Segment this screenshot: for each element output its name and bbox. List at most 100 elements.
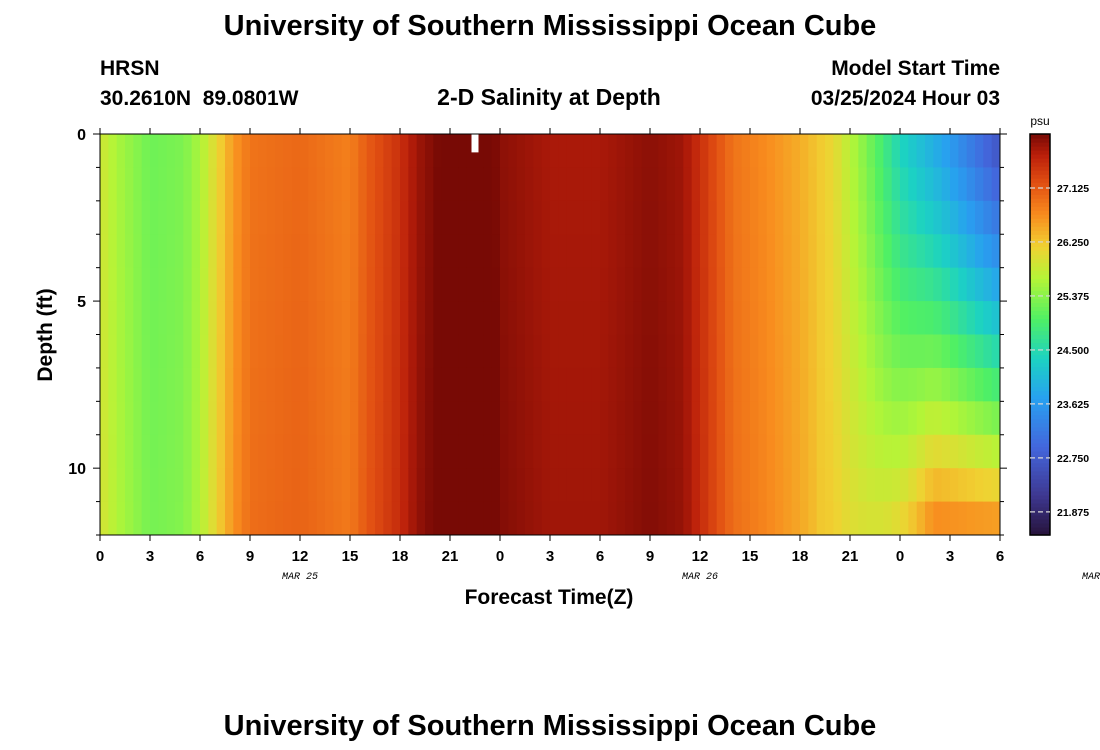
heatmap-cell bbox=[483, 468, 493, 503]
heatmap-cell bbox=[808, 367, 818, 402]
heatmap-cell bbox=[966, 301, 976, 336]
heatmap-cell bbox=[775, 401, 784, 436]
heatmap-cell bbox=[841, 468, 851, 503]
heatmap-cell bbox=[691, 334, 701, 369]
colorbar-segment bbox=[1030, 254, 1050, 259]
colorbar-segment bbox=[1030, 222, 1050, 227]
heatmap-cell bbox=[266, 134, 276, 169]
heatmap-cell bbox=[691, 468, 701, 503]
x-tick-label: 3 bbox=[146, 548, 154, 565]
heatmap-cell bbox=[508, 167, 518, 202]
heatmap-cell bbox=[375, 367, 384, 402]
main-title: University of Southern Mississippi Ocean… bbox=[224, 10, 877, 42]
heatmap-cell bbox=[516, 334, 526, 369]
heatmap-cell bbox=[300, 367, 309, 402]
heatmap-cell bbox=[291, 401, 301, 436]
heatmap-cell bbox=[491, 134, 501, 169]
colorbar-segment bbox=[1030, 210, 1050, 215]
x-date-label: MAR 26 bbox=[682, 572, 718, 583]
heatmap-cell bbox=[416, 134, 426, 169]
heatmap-cell bbox=[358, 501, 368, 535]
heatmap-cell bbox=[475, 134, 484, 169]
heatmap-cell bbox=[475, 468, 484, 503]
heatmap-cell bbox=[883, 267, 893, 302]
heatmap-cell bbox=[158, 334, 168, 369]
heatmap-cell bbox=[858, 301, 868, 336]
heatmap-cell bbox=[858, 234, 868, 269]
heatmap-cell bbox=[608, 234, 618, 269]
heatmap-cell bbox=[950, 301, 959, 336]
heatmap-cell bbox=[300, 134, 309, 169]
heatmap-cell bbox=[666, 200, 676, 235]
heatmap-cell bbox=[600, 434, 609, 469]
heatmap-cell bbox=[433, 468, 443, 503]
plot-title: 2-D Salinity at Depth bbox=[437, 84, 661, 110]
heatmap-cell bbox=[466, 301, 476, 336]
y-tick-label: 5 bbox=[77, 294, 86, 311]
heatmap-cell bbox=[466, 167, 476, 202]
heatmap-cell bbox=[783, 200, 793, 235]
heatmap-cell bbox=[625, 468, 634, 503]
heatmap-cell bbox=[216, 134, 226, 169]
heatmap-cell bbox=[558, 401, 568, 436]
heatmap-cell bbox=[525, 367, 534, 402]
heatmap-cell bbox=[266, 501, 276, 535]
heatmap-cell bbox=[441, 434, 451, 469]
heatmap-cell bbox=[491, 234, 501, 269]
heatmap-cell bbox=[908, 267, 918, 302]
heatmap-cell bbox=[416, 468, 426, 503]
heatmap-cell bbox=[391, 134, 401, 169]
heatmap-cell bbox=[875, 367, 884, 402]
heatmap-cell bbox=[475, 167, 484, 202]
heatmap-cell bbox=[358, 334, 368, 369]
heatmap-cell bbox=[675, 267, 684, 302]
missing-data-cell bbox=[471, 134, 479, 153]
colorbar-segment bbox=[1030, 194, 1050, 199]
heatmap-cell bbox=[558, 167, 568, 202]
colorbar-segment bbox=[1030, 454, 1050, 460]
heatmap-cell bbox=[850, 301, 859, 336]
heatmap-cell bbox=[158, 134, 168, 169]
heatmap-cell bbox=[108, 434, 118, 469]
heatmap-cell bbox=[883, 434, 893, 469]
heatmap-cell bbox=[325, 301, 334, 336]
heatmap-cell bbox=[916, 367, 926, 402]
heatmap-cell bbox=[125, 167, 134, 202]
heatmap-cell bbox=[558, 334, 568, 369]
heatmap-cell bbox=[500, 501, 509, 535]
heatmap-cell bbox=[591, 134, 601, 169]
heatmap-cell bbox=[433, 434, 443, 469]
heatmap-cell bbox=[416, 301, 426, 336]
heatmap-cell bbox=[891, 434, 901, 469]
heatmap-cell bbox=[741, 401, 751, 436]
heatmap-cell bbox=[658, 501, 668, 535]
heatmap-cell bbox=[708, 434, 718, 469]
heatmap-cell bbox=[791, 367, 801, 402]
heatmap-cell bbox=[116, 134, 126, 169]
heatmap-cell bbox=[841, 267, 851, 302]
heatmap-cell bbox=[700, 334, 709, 369]
heatmap-cell bbox=[625, 200, 634, 235]
heatmap-cell bbox=[816, 134, 826, 169]
heatmap-cell bbox=[900, 267, 909, 302]
heatmap-cell bbox=[650, 468, 659, 503]
heatmap-cell bbox=[158, 501, 168, 535]
heatmap-cell bbox=[541, 200, 551, 235]
model-start-time: 03/25/2024 Hour 03 bbox=[811, 87, 1000, 110]
heatmap-cell bbox=[875, 200, 884, 235]
heatmap-cell bbox=[100, 468, 109, 503]
heatmap-cell bbox=[891, 468, 901, 503]
heatmap-cell bbox=[675, 134, 684, 169]
heatmap-cell bbox=[208, 167, 218, 202]
heatmap-cell bbox=[900, 367, 909, 402]
heatmap-cell bbox=[250, 468, 259, 503]
heatmap-cell bbox=[558, 234, 568, 269]
heatmap-cell bbox=[375, 501, 384, 535]
heatmap-cell bbox=[116, 367, 126, 402]
heatmap-cell bbox=[325, 134, 334, 169]
heatmap-cell bbox=[158, 200, 168, 235]
heatmap-cell bbox=[391, 234, 401, 269]
heatmap-cell bbox=[350, 401, 359, 436]
heatmap-cell bbox=[383, 434, 393, 469]
heatmap-cell bbox=[333, 134, 343, 169]
